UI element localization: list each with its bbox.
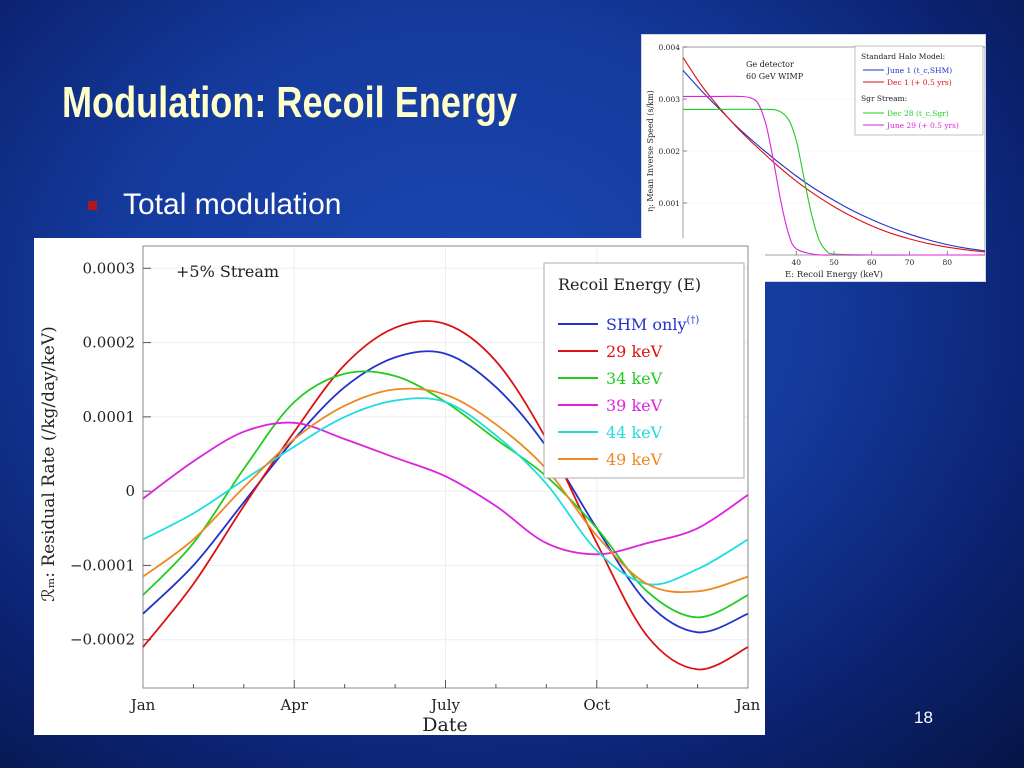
inset-annotation-line-2: 60 GeV WIMP: [746, 72, 804, 81]
main-legend-label-49kev: 49 keV: [606, 450, 663, 469]
main-series-line-shm-only: [142, 350, 749, 634]
main-series-line-49-kev: [142, 387, 749, 593]
inset-series-line-dec-1-0-5-yrs: [682, 57, 986, 253]
main-legend: Recoil Energy (E) SHM only(†) 29 keV 34 …: [543, 262, 745, 479]
main-legend-label-shm: SHM only(†): [606, 315, 699, 334]
bullet-text: Total modulation: [123, 188, 342, 221]
main-y-tick-label: 0.0003: [83, 259, 136, 277]
main-legend-title: Recoil Energy (E): [558, 275, 701, 294]
main-legend-label-34kev: 34 keV: [606, 369, 663, 388]
main-y-tick-label: −0.0001: [70, 556, 135, 574]
main-legend-box: [543, 262, 745, 479]
main-y-tick-label: 0.0001: [83, 408, 136, 426]
main-series-line-29-kev: [142, 320, 749, 671]
inset-y-tick-label: 0.004: [659, 43, 681, 52]
inset-legend-label-june29: June 29 (+ 0.5 yrs): [886, 121, 959, 130]
main-legend-label-44kev: 44 keV: [606, 423, 663, 442]
main-annotation: +5% Stream: [176, 262, 279, 281]
main-chart: 0.0003 0.0002 0.0001 0 −0.0001 −0.0002 Jan Apr…: [39, 245, 761, 736]
inset-x-axis-label: E: Recoil Energy (keV): [785, 269, 883, 280]
inset-y-tick-label: 0.002: [659, 147, 681, 156]
inset-annotation-line-1: Ge detector: [746, 60, 794, 69]
page-number: 18: [914, 708, 933, 727]
slide-title: Modulation: Recoil Energy: [62, 78, 518, 127]
inset-legend: Standard Halo Model: June 1 (t_c,SHM) De…: [854, 45, 984, 136]
inset-x-tick-label: 60: [867, 258, 877, 267]
main-x-tick-label: Jan: [734, 696, 761, 714]
main-legend-label-shm-marker: (†): [686, 315, 699, 326]
main-legend-label-29kev: 29 keV: [606, 342, 663, 361]
main-x-tick-label: Jan: [129, 696, 156, 714]
main-x-axis-label: Date: [422, 714, 467, 735]
main-x-tick-label: Apr: [279, 696, 308, 714]
inset-y-axis-label: η: Mean Inverse Speed (s/km): [646, 90, 655, 211]
inset-legend-group-1-title: Standard Halo Model:: [861, 52, 945, 61]
inset-y-tick-label: 0.001: [659, 199, 680, 208]
square-bullet-icon: [88, 200, 97, 210]
inset-legend-box: [854, 45, 984, 136]
inset-legend-label-dec1: Dec 1 (+ 0.5 yrs): [887, 78, 952, 87]
inset-legend-label-june1: June 1 (t_c,SHM): [886, 66, 952, 75]
inset-legend-label-dec28: Dec 28 (t_c,Sgr): [887, 109, 949, 118]
inset-y-tick-label: 0.003: [659, 95, 681, 104]
inset-x-tick-label: 40: [791, 258, 801, 267]
main-y-tick-label: −0.0002: [70, 631, 135, 649]
main-chart-panel: 0.0003 0.0002 0.0001 0 −0.0001 −0.0002 Jan Apr…: [34, 238, 765, 736]
inset-x-tick-label: 70: [905, 258, 915, 267]
main-x-tick-label: Oct: [583, 696, 610, 714]
main-y-tick-label: 0.0002: [83, 334, 136, 352]
inset-x-tick-label: 50: [829, 258, 839, 267]
main-legend-label-39kev: 39 keV: [606, 396, 663, 415]
main-y-tick-label: 0: [125, 482, 135, 500]
inset-series-line-june-29-0-5-yrs: [682, 95, 985, 256]
main-y-axis-label: ℛₘ: Residual Rate (/kg/day/keV): [39, 326, 59, 601]
bullet-item: Total modulation: [88, 188, 341, 222]
main-legend-label-shm-text: SHM only: [606, 315, 686, 334]
inset-legend-group-2-title: Sgr Stream:: [861, 94, 907, 103]
main-series-line-39-kev: [142, 421, 749, 556]
inset-x-tick-label: 80: [942, 258, 952, 267]
main-x-tick-label: July: [429, 696, 460, 714]
